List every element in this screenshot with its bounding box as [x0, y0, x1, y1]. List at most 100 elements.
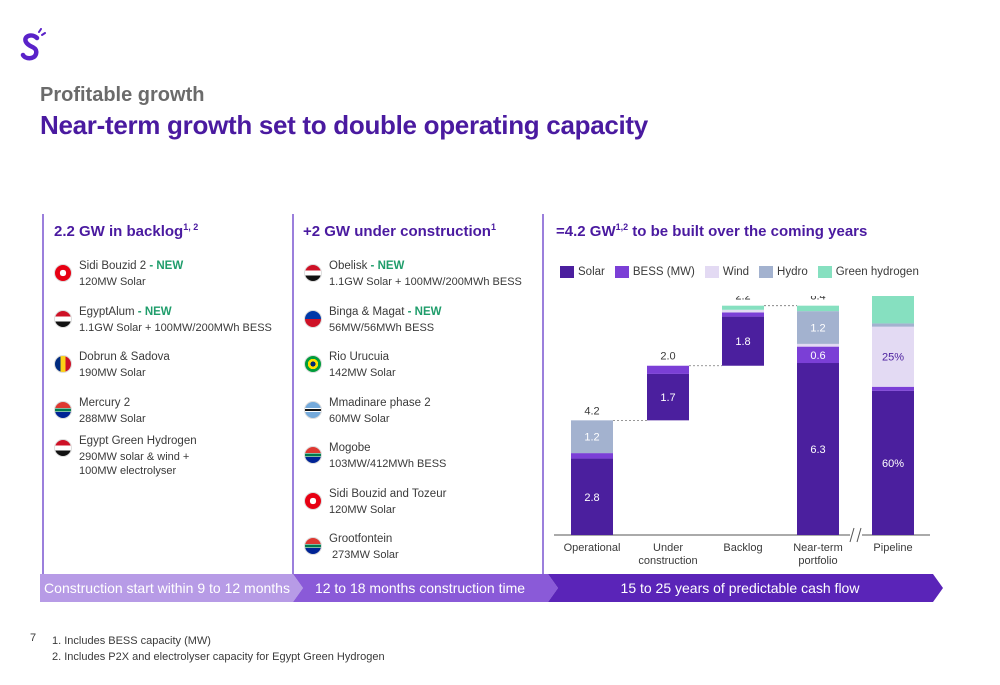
arrow-construction-shape — [293, 574, 558, 602]
category-label: Under — [653, 542, 683, 554]
project-description: 60MW Solar — [329, 413, 390, 425]
south-africa-flag-icon — [304, 446, 322, 464]
new-badge: - NEW — [367, 260, 405, 272]
south-africa-flag-icon — [54, 401, 72, 419]
project-description: 1.1GW Solar + 100MW/200MWh BESS — [329, 276, 522, 288]
south-africa-flag-icon — [304, 537, 322, 555]
bar-segment — [647, 373, 689, 421]
bar-segment — [872, 386, 914, 391]
chart-heading: =4.2 GW1,2 to be built over the coming y… — [556, 222, 868, 240]
bar-segment — [872, 323, 914, 327]
project-description: 1.1GW Solar + 100MW/200MWh BESS — [79, 322, 272, 334]
project-description: 142MW Solar — [329, 367, 396, 379]
legend-label: Hydro — [777, 266, 808, 278]
brazil-flag-icon — [304, 355, 322, 373]
footnote-1: 1. Includes BESS capacity (MW) — [52, 635, 211, 647]
project-description: 120MW Solar — [329, 504, 396, 516]
category-label: Backlog — [723, 542, 762, 554]
axis-break-mark — [849, 527, 855, 543]
construction-heading: +2 GW under construction1 — [303, 222, 496, 240]
total-label: 2.0 — [660, 351, 675, 363]
arrow-backlog-shape — [40, 574, 303, 602]
data-label: 6.3 — [810, 444, 825, 456]
chart-legend: Solar BESS (MW) Wind Hydro Green hydrogen — [560, 266, 919, 278]
column-divider — [292, 214, 294, 574]
legend-item: Solar — [560, 266, 605, 278]
bar-segment — [797, 305, 839, 312]
data-label: 1.8 — [735, 336, 750, 348]
category-label: Pipeline — [873, 542, 912, 554]
legend-swatch — [817, 266, 832, 278]
tunisia-flag-icon — [54, 264, 72, 282]
arrow-cashflow-label: 15 to 25 years of predictable cash flow — [620, 580, 860, 596]
project-description: 290MW solar & wind + 100MW electrolyser — [79, 451, 190, 477]
arrow-backlog-label: Construction start within 9 to 12 months — [44, 580, 290, 596]
egypt-flag-icon — [54, 310, 72, 328]
data-label: 1.7 — [660, 392, 675, 404]
project-description: 190MW Solar — [79, 367, 146, 379]
column-divider — [42, 214, 44, 574]
data-label: 1.2 — [584, 432, 599, 444]
data-label: 0.6 — [810, 350, 825, 362]
legend-label: Wind — [722, 266, 750, 278]
legend-label: Green hydrogen — [835, 266, 919, 278]
philippines-flag-icon — [304, 310, 322, 328]
total-label: 4.2 — [584, 405, 599, 417]
new-badge: - NEW — [146, 260, 184, 272]
category-label: Operational — [564, 542, 621, 554]
new-badge: - NEW — [134, 306, 172, 318]
backlog-heading: 2.2 GW in backlog1, 2 — [54, 222, 199, 240]
bar-segment — [722, 312, 764, 317]
bar-segment — [722, 309, 764, 313]
project-name: Rio Urucuia — [329, 351, 390, 363]
romania-flag-icon — [54, 355, 72, 373]
bar-segment — [647, 365, 689, 374]
bar-segment — [872, 390, 914, 535]
arrow-construction-label: 12 to 18 months construction time — [314, 580, 526, 596]
legend-item: Hydro — [759, 266, 808, 278]
section-subtitle: Profitable growth — [40, 84, 205, 106]
timeline-arrows — [40, 574, 943, 602]
capacity-waterfall-chart: 2.8 1.2 4.2 Operational 1.7 2.0 Underconstruct… — [554, 296, 930, 567]
axis-break-mark — [856, 527, 862, 543]
legend-label: BESS (MW) — [632, 266, 695, 278]
category-label: Near-term — [793, 542, 843, 554]
category-label: portfolio — [798, 555, 837, 567]
legend-item: Wind — [704, 266, 750, 278]
total-label: 2.2 — [735, 296, 750, 303]
legend-label: Solar — [578, 266, 605, 278]
column-divider — [542, 214, 544, 574]
project-description: 273MW Solar — [329, 549, 399, 561]
legend-swatch — [560, 266, 574, 278]
tunisia-flag-icon — [304, 492, 322, 510]
project-name: Obelisk - NEW — [329, 260, 405, 272]
bar-segment — [797, 346, 839, 364]
legend-item: Green hydrogen — [817, 266, 919, 278]
botswana-flag-icon — [304, 401, 322, 419]
data-label: 25% — [882, 352, 904, 364]
egypt-flag-icon — [304, 264, 322, 282]
page-title: Near-term growth set to double operating… — [40, 110, 648, 140]
legend-swatch — [704, 266, 719, 278]
page-number: 7 — [30, 632, 37, 644]
project-name: Egypt Green Hydrogen — [79, 435, 197, 447]
bar-segment — [722, 316, 764, 366]
bar-segment — [872, 326, 914, 387]
project-description: 288MW Solar — [79, 413, 146, 425]
project-description: 103MW/412MWh BESS — [329, 458, 447, 470]
project-name: Binga & Magat - NEW — [329, 306, 442, 318]
new-badge: - NEW — [404, 306, 442, 318]
project-description: 120MW Solar — [79, 276, 146, 288]
bar-segment — [872, 296, 914, 324]
project-name: Mmadinare phase 2 — [329, 397, 431, 409]
project-name: EgyptAlum - NEW — [79, 306, 172, 318]
footnote-2: 2. Includes P2X and electrolyser capacit… — [52, 651, 385, 663]
legend-swatch — [759, 266, 774, 278]
project-description: 56MW/56MWh BESS — [329, 322, 435, 334]
category-label: construction — [638, 555, 697, 567]
project-name: Sidi Bouzid 2 - NEW — [79, 260, 184, 272]
project-name: Sidi Bouzid and Tozeur — [329, 488, 447, 500]
project-name: Mercury 2 — [79, 397, 131, 409]
legend-item: BESS (MW) — [614, 266, 695, 278]
data-label: 1.2 — [810, 323, 825, 335]
